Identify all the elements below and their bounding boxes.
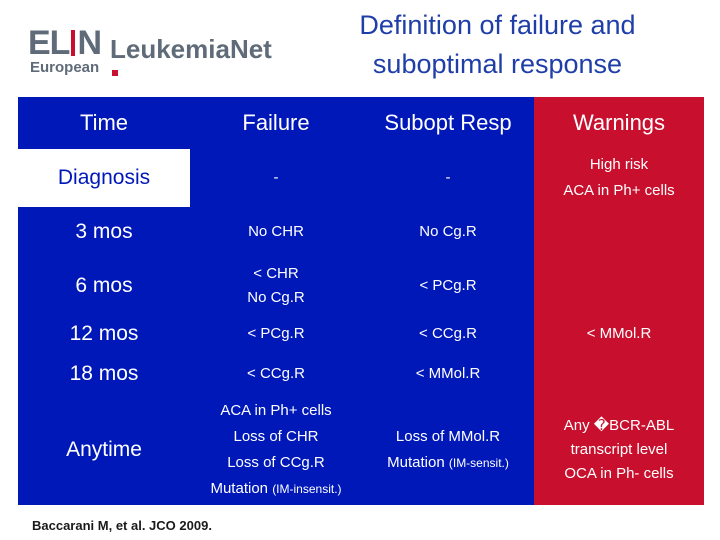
row-18mos-time: 18 mos [18,353,190,395]
logo-mark-right: N [77,24,102,62]
row-6mos-subopt-text: < PCg.R [419,277,477,295]
row-3mos-warnings [534,207,704,257]
row-12mos-warnings: < MMol.R [534,315,704,353]
row-3mos-time-label: 3 mos [75,220,133,244]
logo-sub: European [30,59,100,76]
citation-footnote: Baccarani M, et al. JCO 2009. [32,518,212,533]
row-12mos-warn-text: < MMol.R [586,325,652,343]
elN-logo: EL N LeukemiaNet European [28,24,278,76]
row-6mos-failure: < CHR No Cg.R [190,257,362,315]
header-subopt: Subopt Resp [362,97,534,149]
header-time-label: Time [79,109,129,135]
header-warnings-label: Warnings [572,109,666,135]
logo-mark-left: EL [28,24,70,62]
row-anytime-failure-mutation: Mutation [210,480,269,497]
header-failure: Failure [190,97,362,149]
row-6mos-time-label: 6 mos [75,274,133,298]
row-diagnosis-time-label: Diagnosis [57,166,151,190]
row-anytime-subopt-line-1: Loss of MMol.R [395,428,501,445]
row-diagnosis-time: Diagnosis [18,149,190,207]
row-anytime-subopt-mutation-note: (IM-sensit.) [448,456,509,470]
row-6mos-time: 6 mos [18,257,190,315]
row-6mos-failure-line-1: < CHR [253,265,299,282]
row-anytime-time-label: Anytime [66,438,142,462]
header-subopt-label: Subopt Resp [384,109,512,135]
elN-mark: EL N [28,24,102,62]
title-line-2: suboptimal response [372,49,623,79]
row-3mos-failure-text: No CHR [248,223,304,241]
row-anytime-warnings: Any �BCR-ABL transcript level OCA in Ph-… [534,395,704,505]
header-failure-label: Failure [242,109,310,135]
row-6mos-subopt: < PCg.R [362,257,534,315]
row-18mos-warnings [534,353,704,395]
row-diagnosis-warn-line-1: High risk [589,156,649,173]
row-12mos-subopt: < CCg.R [362,315,534,353]
header-time: Time [18,97,190,149]
row-3mos-failure: No CHR [190,207,362,257]
row-12mos-failure: < PCg.R [190,315,362,353]
row-12mos-subopt-text: < CCg.R [419,325,477,343]
row-diagnosis-subopt-text: - [445,169,451,187]
logo-brand-text: LeukemiaNet [110,34,272,64]
header-warnings: Warnings [534,97,704,149]
row-18mos-subopt-text: < MMol.R [415,365,481,383]
row-18mos-time-label: 18 mos [69,362,139,386]
logo-brand: LeukemiaNet [110,34,278,94]
row-6mos-warnings [534,257,704,315]
title-line-1: Definition of failure and [359,10,636,40]
row-anytime-failure-line-1: ACA in Ph+ cells [220,402,332,419]
row-18mos-failure-text: < CCg.R [247,365,305,383]
row-3mos-time: 3 mos [18,207,190,257]
row-diagnosis-warn-line-2: ACA in Ph+ cells [563,182,675,199]
row-18mos-failure: < CCg.R [190,353,362,395]
row-anytime-failure-line-3: Loss of CCg.R [227,454,325,471]
row-diagnosis-subopt: - [362,149,534,207]
row-anytime-failure: ACA in Ph+ cells Loss of CHR Loss of CCg… [190,395,362,505]
row-anytime-failure-line-4: Mutation (IM-insensit.) [210,476,341,502]
row-12mos-failure-text: < PCg.R [247,325,305,343]
row-anytime-subopt: Loss of MMol.R Mutation (IM-sensit.) [362,395,534,505]
row-diagnosis-failure: - [190,149,362,207]
row-anytime-subopt-line-2: Mutation (IM-sensit.) [387,450,509,476]
row-anytime-warn-line-3: OCA in Ph- cells [564,465,674,482]
row-3mos-subopt: No Cg.R [362,207,534,257]
row-12mos-time-label: 12 mos [69,322,139,346]
row-anytime-failure-mutation-note: (IM-insensit.) [272,482,342,496]
row-anytime-warn-line-1: Any �BCR-ABL [563,417,675,434]
row-6mos-failure-line-2: No Cg.R [247,289,305,306]
row-diagnosis-failure-text: - [273,169,279,187]
row-anytime-warn-line-2: transcript level [570,441,668,458]
logo-red-bar [71,30,76,56]
row-18mos-subopt: < MMol.R [362,353,534,395]
row-diagnosis-warnings: High risk ACA in Ph+ cells [534,149,704,207]
row-anytime-time: Anytime [18,395,190,505]
logo-brand-dot [112,70,118,76]
slide-title: Definition of failure and suboptimal res… [310,6,685,84]
row-anytime-failure-line-2: Loss of CHR [233,428,319,445]
row-3mos-subopt-text: No Cg.R [419,223,477,241]
row-anytime-subopt-mutation: Mutation [387,454,445,471]
row-12mos-time: 12 mos [18,315,190,353]
